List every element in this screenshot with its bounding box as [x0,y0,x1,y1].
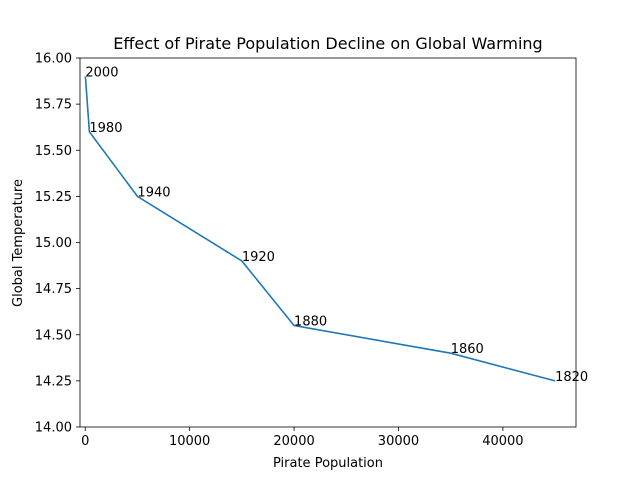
point-label: 1980 [89,121,122,136]
y-tick-label: 14.00 [35,421,72,436]
y-tick-label: 16.00 [35,52,72,67]
point-label: 2000 [85,65,118,80]
point-label: 1880 [294,315,327,330]
x-tick-label: 10000 [169,434,210,449]
x-tick-label: 40000 [482,434,523,449]
y-tick-label: 14.25 [35,374,72,389]
point-label: 1920 [242,250,275,265]
chart-title: Effect of Pirate Population Decline on G… [113,34,542,53]
y-tick-label: 15.00 [35,236,72,251]
point-label: 1820 [555,370,588,385]
x-tick-label: 30000 [378,434,419,449]
plot-frame [79,57,577,428]
x-axis-label: Pirate Population [273,456,383,471]
point-label: 1940 [137,185,170,200]
y-tick-label: 15.75 [35,98,72,113]
x-tick-label: 20000 [273,434,314,449]
y-tick-label: 14.75 [35,282,72,297]
series-line [84,76,556,382]
y-tick-label: 15.50 [35,144,72,159]
y-tick-label: 15.25 [35,190,72,205]
point-label: 1860 [451,342,484,357]
y-tick-label: 14.50 [35,328,72,343]
x-tick-label: 0 [81,434,89,449]
y-axis-label: Global Temperature [11,179,26,307]
